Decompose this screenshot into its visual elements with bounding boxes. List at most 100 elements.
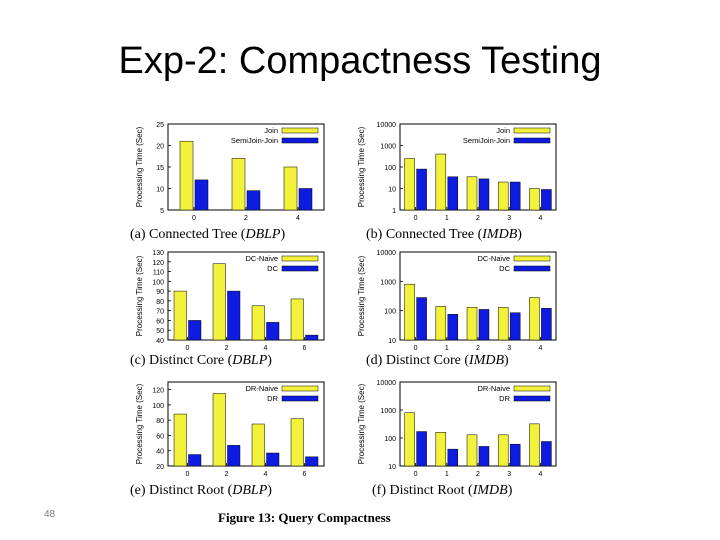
y-tick-label: 1000 [380,279,396,286]
caption-d-prefix: (d) Distinct Core ( [366,353,470,368]
chart-f: 10 100 1000 10000 Processing Time (Sec) 0 1 2 3 4… [357,380,557,478]
x-tick-label: 4 [264,345,268,352]
bar-f-s1-3 [497,434,509,467]
bar-e-s2-2 [227,445,241,467]
bar-c-s1-2 [212,263,226,341]
bar-a-s1-0 [179,140,194,211]
bar-c-s2-6 [305,334,319,341]
bar-e-s2-0 [188,454,202,467]
caption-e-suffix: ) [267,483,272,498]
bar-f-s2-3 [509,443,521,467]
y-tick-label: 80 [156,418,164,425]
plot-frame [167,251,325,341]
x-tick-label: 3 [507,471,511,478]
caption-b-suffix: ) [517,227,522,242]
y-tick-label: 5 [160,208,164,215]
x-tick-label: 3 [507,215,511,222]
y-tick-label: 100 [384,309,396,316]
legend-label: SemiJoin-Join [231,136,278,145]
bar-d-s2-2 [478,309,490,341]
legend-swatch [513,265,551,272]
caption-a-prefix: (a) Connected Tree ( [130,227,246,242]
legend-swatch [513,137,551,144]
plot-frame [167,381,325,467]
legend-swatch [513,255,551,262]
bar-e-s1-0 [173,413,187,467]
bar-b-s1-1 [435,153,447,211]
y-tick-label: 100 [152,279,164,286]
slide-title: Exp-2: Compactness Testing [118,40,602,82]
caption-a-em: DBLP [245,227,281,242]
y-tick-label: 120 [152,260,164,267]
y-tick-label: 80 [156,299,164,306]
y-axis-label: Processing Time (Sec) [357,255,366,336]
figure-caption: Figure 13: Query Compactness [218,510,391,525]
bar-e-s2-4 [266,452,280,467]
y-tick-label: 10000 [377,250,397,257]
caption-b-prefix: (b) Connected Tree ( [366,227,483,242]
y-tick-label: 10 [388,338,396,345]
legend-label: SemiJoin-Join [463,136,510,145]
bar-d-s1-1 [435,306,447,341]
chart-b: 1 10 100 1000 10000 Processing Time (Sec) 0 1 2 3… [357,122,557,222]
legend-swatch [281,395,319,402]
chart-d: 10 100 1000 10000 Processing Time (Sec) 0 1 2 3 4… [357,250,557,352]
bar-c-s2-2 [227,290,241,341]
legend-label: DR-Naive [245,384,278,393]
bar-f-s1-2 [466,434,478,467]
x-tick-label: 1 [445,345,449,352]
y-tick-label: 60 [156,318,164,325]
slide-number: 48 [44,509,56,520]
bar-c-s2-4 [266,322,280,341]
bar-b-s1-4 [529,188,540,211]
x-tick-label: 0 [192,215,196,222]
chart-e: 20 40 60 80 100 120 Processing Time (Sec) 0 2 4 6 D… [135,381,325,478]
bar-b-s2-4 [541,189,552,211]
y-tick-label: 60 [156,433,164,440]
caption-c-prefix: (c) Distinct Core ( [130,353,233,368]
bar-c-s1-0 [173,290,187,341]
bar-d-s1-4 [529,297,540,341]
bar-d-s2-0 [416,297,427,341]
bar-a-s1-2 [231,158,246,211]
bar-c-s2-0 [188,320,202,341]
x-tick-label: 2 [476,215,480,222]
legend-label: DR-Naive [477,384,510,393]
legend-label: DC [267,264,278,273]
y-tick-label: 10 [156,187,164,194]
bar-b-s2-3 [509,181,521,211]
caption-a-suffix: ) [280,227,286,242]
x-tick-label: 0 [414,345,418,352]
y-tick-label: 10000 [377,122,397,129]
bar-b-s1-3 [497,181,509,211]
x-tick-label: 4 [538,345,542,352]
caption-b-em: IMDB [482,227,518,242]
caption-f-em: IMDB [472,483,508,498]
bar-a-s2-0 [194,179,209,211]
y-tick-label: 25 [156,122,164,129]
y-axis-label: Processing Time (Sec) [135,126,144,207]
caption-f-suffix: ) [507,483,513,498]
caption-f-prefix: (f) Distinct Root ( [372,483,473,498]
bar-d-s1-3 [497,307,509,341]
caption-c-em: DBLP [232,353,268,368]
y-axis-label: Processing Time (Sec) [357,383,366,464]
bar-f-s2-2 [478,446,490,467]
x-tick-label: 6 [303,471,307,478]
bar-d-s1-2 [466,307,478,341]
caption-d-suffix: ) [504,353,509,368]
figure: 5 10 15 20 25 Processing Time (Sec) 0 2 4 Join Sem… [110,112,570,532]
x-tick-label: 0 [186,471,190,478]
caption-e-em: DBLP [232,483,268,498]
chart-a: 5 10 15 20 25 Processing Time (Sec) 0 2 4 JoinSem… [135,122,325,222]
x-tick-label: 2 [244,215,248,222]
bar-d-s2-4 [541,308,552,341]
bar-b-s2-0 [416,168,427,211]
bar-e-s1-2 [212,393,226,467]
bar-f-s1-0 [404,412,415,467]
y-tick-label: 110 [153,270,164,277]
legend-swatch [513,395,551,402]
y-tick-label: 90 [156,289,164,296]
x-tick-label: 2 [225,345,229,352]
